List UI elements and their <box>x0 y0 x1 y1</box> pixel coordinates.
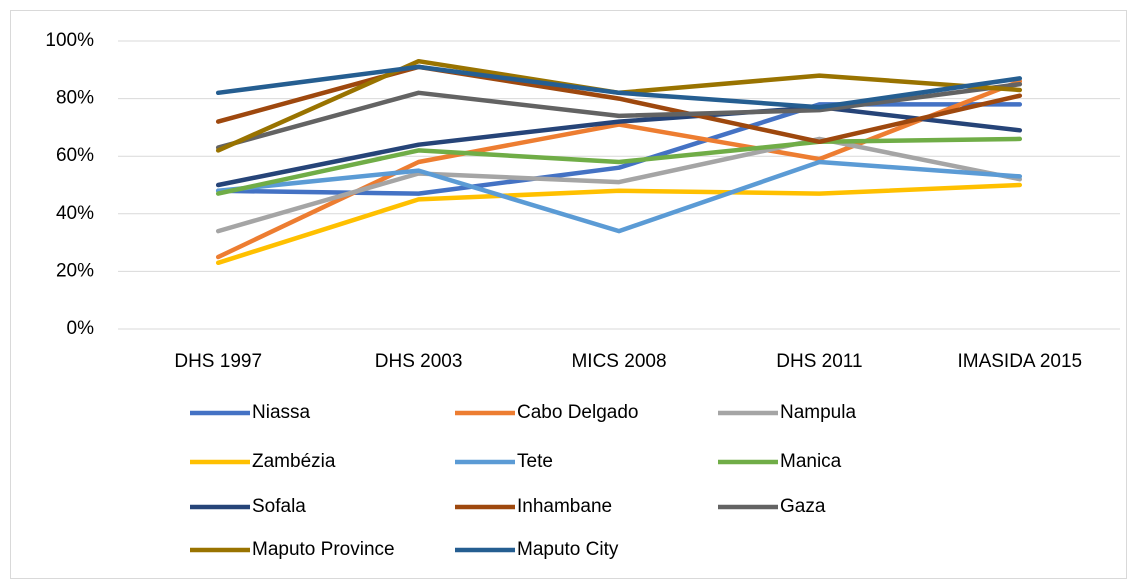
series-line <box>215 182 1023 266</box>
legend-label: Niassa <box>252 402 311 423</box>
legend-label: Manica <box>780 451 842 472</box>
x-tick-label: DHS 2011 <box>776 351 862 372</box>
legend-label: Tete <box>517 451 553 472</box>
x-tick-label: DHS 1997 <box>174 351 262 372</box>
y-tick-label: 80% <box>56 88 94 109</box>
y-tick-label: 100% <box>45 30 94 51</box>
x-tick-label: DHS 2003 <box>375 351 463 372</box>
y-tick-label: 20% <box>56 260 94 281</box>
y-tick-label: 40% <box>56 203 94 224</box>
x-tick-label: IMASIDA 2015 <box>957 351 1082 372</box>
series-line <box>215 64 1023 145</box>
legend-label: Cabo Delgado <box>517 402 638 423</box>
legend-label: Maputo Province <box>252 539 395 560</box>
legend-label: Gaza <box>780 496 826 517</box>
legend-label: Inhambane <box>517 496 612 517</box>
legend-label: Zambézia <box>252 451 336 472</box>
y-tick-label: 60% <box>56 145 94 166</box>
legend-label: Maputo City <box>517 539 619 560</box>
series-line <box>215 159 1023 234</box>
y-tick-label: 0% <box>67 318 95 339</box>
series-line <box>215 136 1023 234</box>
chart-frame <box>10 10 1127 579</box>
x-tick-label: MICS 2008 <box>571 351 666 372</box>
legend-label: Nampula <box>780 402 856 423</box>
series-line <box>215 64 1023 110</box>
series-line <box>215 136 1023 196</box>
series-line <box>215 81 1023 150</box>
legend-label: Sofala <box>252 496 306 517</box>
series-line <box>215 104 1023 188</box>
